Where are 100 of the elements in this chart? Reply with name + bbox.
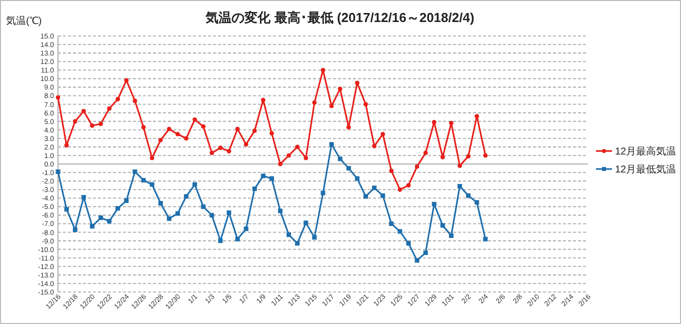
point [192, 117, 198, 122]
point [380, 193, 386, 198]
point [406, 241, 411, 246]
y-axis-title: 気温(℃) [6, 15, 42, 27]
point [107, 218, 112, 224]
point [210, 212, 214, 218]
point [295, 241, 300, 246]
point [201, 124, 206, 129]
point [132, 98, 138, 104]
point [466, 193, 471, 198]
point [398, 187, 402, 192]
point [98, 216, 103, 220]
point [141, 178, 146, 182]
point [269, 176, 274, 181]
point [389, 168, 394, 174]
point [158, 201, 163, 206]
point [312, 100, 317, 105]
point [98, 122, 103, 126]
point [218, 238, 223, 244]
point [346, 166, 351, 171]
point [158, 138, 163, 142]
point [338, 156, 342, 162]
point [226, 148, 232, 154]
point [90, 224, 94, 229]
point [320, 190, 326, 196]
point [124, 198, 129, 203]
point [132, 169, 138, 174]
point [432, 202, 436, 206]
point [363, 102, 368, 107]
legend-label: 12月最低気温 [615, 164, 676, 176]
point [150, 156, 154, 160]
legend-label: 12月最高気温 [615, 146, 676, 158]
point [448, 120, 454, 126]
point [320, 68, 326, 72]
chart-title: 気温の変化 最高･最低 (2017/12/16～2018/2/4) [204, 10, 474, 25]
point [389, 221, 394, 226]
point [448, 233, 454, 238]
point [235, 236, 240, 242]
point [329, 104, 334, 108]
point [398, 229, 402, 234]
point [260, 98, 266, 102]
point [440, 154, 445, 160]
point [329, 142, 334, 147]
point [304, 156, 308, 160]
point [124, 78, 129, 83]
point [295, 144, 300, 150]
point [483, 153, 488, 158]
point [312, 235, 317, 240]
point [286, 232, 292, 238]
point [260, 174, 266, 178]
point [107, 106, 112, 111]
point [432, 120, 436, 124]
point [346, 125, 351, 130]
point [184, 194, 188, 199]
point [150, 182, 154, 187]
point [372, 144, 377, 148]
point [210, 150, 214, 156]
point [81, 108, 86, 114]
point [141, 125, 146, 130]
point [474, 200, 480, 205]
point [116, 206, 120, 211]
point [269, 131, 274, 136]
point [338, 86, 342, 92]
point [423, 150, 428, 156]
point [201, 204, 206, 209]
point [175, 132, 180, 136]
point [380, 132, 386, 136]
point [244, 226, 248, 232]
point [414, 164, 420, 169]
point [286, 153, 292, 158]
point [72, 119, 78, 124]
point [192, 182, 198, 187]
point [218, 146, 223, 150]
point [64, 206, 69, 212]
point [474, 114, 480, 118]
point [414, 258, 420, 263]
point [458, 163, 462, 168]
point [483, 236, 488, 242]
point [466, 154, 471, 159]
point [175, 211, 180, 216]
point [278, 208, 283, 214]
point [423, 250, 428, 255]
point [372, 186, 377, 190]
point [363, 194, 368, 199]
point [81, 195, 86, 200]
point [184, 136, 188, 141]
point [440, 223, 445, 228]
point [64, 142, 69, 148]
point [406, 183, 411, 188]
point [72, 227, 78, 232]
point [252, 128, 257, 133]
point [90, 123, 94, 128]
point [278, 162, 283, 166]
point [244, 142, 248, 147]
point [56, 169, 60, 174]
point [304, 220, 308, 226]
point [458, 184, 462, 188]
point [166, 126, 172, 132]
point [235, 126, 240, 132]
point [354, 80, 360, 86]
